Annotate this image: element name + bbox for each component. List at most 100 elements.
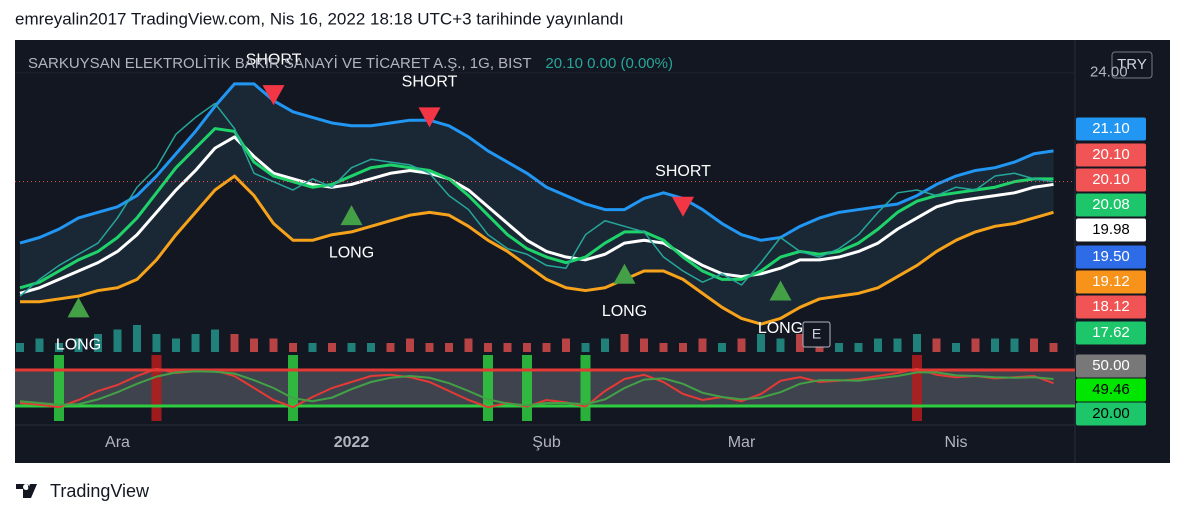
volume-bar xyxy=(620,334,629,352)
overbought-column xyxy=(151,355,162,421)
oversold-column xyxy=(522,355,532,421)
indicator-line xyxy=(19,127,1054,290)
volume-bar xyxy=(737,338,746,352)
currency-button[interactable] xyxy=(1111,51,1153,79)
indicator-line xyxy=(19,82,1054,245)
volume-bar xyxy=(1010,338,1019,352)
volume-bar xyxy=(893,338,902,352)
volume-bar xyxy=(835,343,843,352)
band-fill xyxy=(20,83,1054,325)
volume-bar xyxy=(172,338,180,352)
price-tag-label: 19.98 xyxy=(1092,221,1130,238)
signal-label: LONG xyxy=(56,337,101,354)
volume-bar xyxy=(230,334,239,352)
volume-bar xyxy=(464,338,473,352)
volume-bar xyxy=(913,334,921,352)
volume-bar xyxy=(445,343,453,352)
price-tag-label: 19.50 xyxy=(1092,248,1130,265)
x-tick-label: Şub xyxy=(532,434,561,451)
volume-bar xyxy=(932,338,941,352)
price-tag-label: 49.46 xyxy=(1092,381,1130,398)
price-tag-label: 20.10 xyxy=(1092,171,1130,188)
oversold-column xyxy=(483,355,493,421)
caption: emreyalin2017 TradingView.com, Nis 16, 2… xyxy=(15,9,624,28)
price-tag xyxy=(1076,378,1146,402)
volume-bar xyxy=(698,338,707,352)
volume-bar xyxy=(1030,338,1038,352)
overbought-column xyxy=(912,355,922,421)
event-marker-label[interactable]: E xyxy=(812,326,821,342)
symbol-title: SARKUYSAN ELEKTROLİTİK BAKIR SANAYİ VE T… xyxy=(28,54,531,72)
price-tag-label: 20.00 xyxy=(1092,405,1130,422)
price-tag xyxy=(1076,270,1146,294)
volume-bar xyxy=(133,325,141,352)
chart-legend: SARKUYSAN ELEKTROLİTİK BAKIR SANAYİ VE T… xyxy=(28,54,673,72)
signal-label: SHORT xyxy=(655,163,711,180)
price-tag-label: 18.12 xyxy=(1092,298,1130,315)
price-tag xyxy=(1076,117,1146,141)
volume-bar xyxy=(152,334,161,352)
price-tag xyxy=(1076,193,1146,217)
volume-bar xyxy=(542,343,551,352)
volume-bar xyxy=(191,334,200,352)
oversold-column xyxy=(288,355,298,421)
volume-bar xyxy=(581,343,590,352)
price-tag xyxy=(1076,168,1146,192)
volume-bar xyxy=(35,338,44,352)
price-tag xyxy=(1076,402,1146,426)
signal-label: SHORT xyxy=(246,51,302,68)
price-tag xyxy=(1076,295,1146,319)
oscillator-line xyxy=(19,370,1054,407)
signal-marker xyxy=(67,297,90,318)
indicator-line xyxy=(19,135,1054,295)
volume-bar xyxy=(776,338,785,352)
volume-bar xyxy=(854,343,863,352)
currency-label[interactable]: TRY xyxy=(1117,56,1147,73)
oversold-column xyxy=(54,355,64,421)
x-tick-label: Nis xyxy=(944,434,967,451)
price-tag-label: 20.08 xyxy=(1092,196,1130,213)
volume-bar xyxy=(523,343,531,352)
volume-bar xyxy=(952,343,960,352)
volume-bar xyxy=(386,343,395,352)
volume-bar xyxy=(74,338,83,352)
volume-bar xyxy=(113,329,122,352)
volume-bar xyxy=(718,343,726,352)
price-tag-label: 21.10 xyxy=(1092,120,1130,137)
price-tag-label: 20.10 xyxy=(1092,146,1130,163)
y-tick-label: 24.00 xyxy=(1090,64,1128,81)
oversold-column xyxy=(580,355,591,421)
price-tag-label: 17.62 xyxy=(1092,324,1130,341)
volume-bar xyxy=(250,338,258,352)
volume-bar xyxy=(874,338,882,352)
signal-label: SHORT xyxy=(402,74,458,91)
volume-bar xyxy=(601,338,609,352)
signal-marker xyxy=(340,205,363,226)
event-marker[interactable] xyxy=(802,321,831,348)
volume-bar xyxy=(406,338,414,352)
signal-label: LONG xyxy=(602,303,647,320)
volume-bar xyxy=(347,343,356,352)
price-tag-label: 50.00 xyxy=(1092,357,1130,374)
volume-bar xyxy=(289,343,297,352)
volume-bar xyxy=(503,343,512,352)
signal-marker xyxy=(769,280,792,301)
volume-bar xyxy=(971,338,980,352)
signal-marker xyxy=(672,196,694,217)
price-tag xyxy=(1076,245,1146,269)
brand: TradingView xyxy=(50,481,150,501)
volume-bar xyxy=(640,338,648,352)
volume-bar xyxy=(659,343,668,352)
signal-label: LONG xyxy=(758,320,803,337)
price-tag xyxy=(1076,354,1146,378)
legend-values: 20.10 0.00 (0.00%) xyxy=(545,55,673,72)
x-tick-label: 2022 xyxy=(334,434,370,451)
price-tag xyxy=(1076,218,1146,242)
x-tick-label: Mar xyxy=(728,434,756,451)
signal-marker xyxy=(613,263,636,284)
volume-bar xyxy=(308,343,317,352)
volume-bar xyxy=(425,343,434,352)
volume-bar xyxy=(211,329,219,352)
volume-bar xyxy=(562,338,570,352)
